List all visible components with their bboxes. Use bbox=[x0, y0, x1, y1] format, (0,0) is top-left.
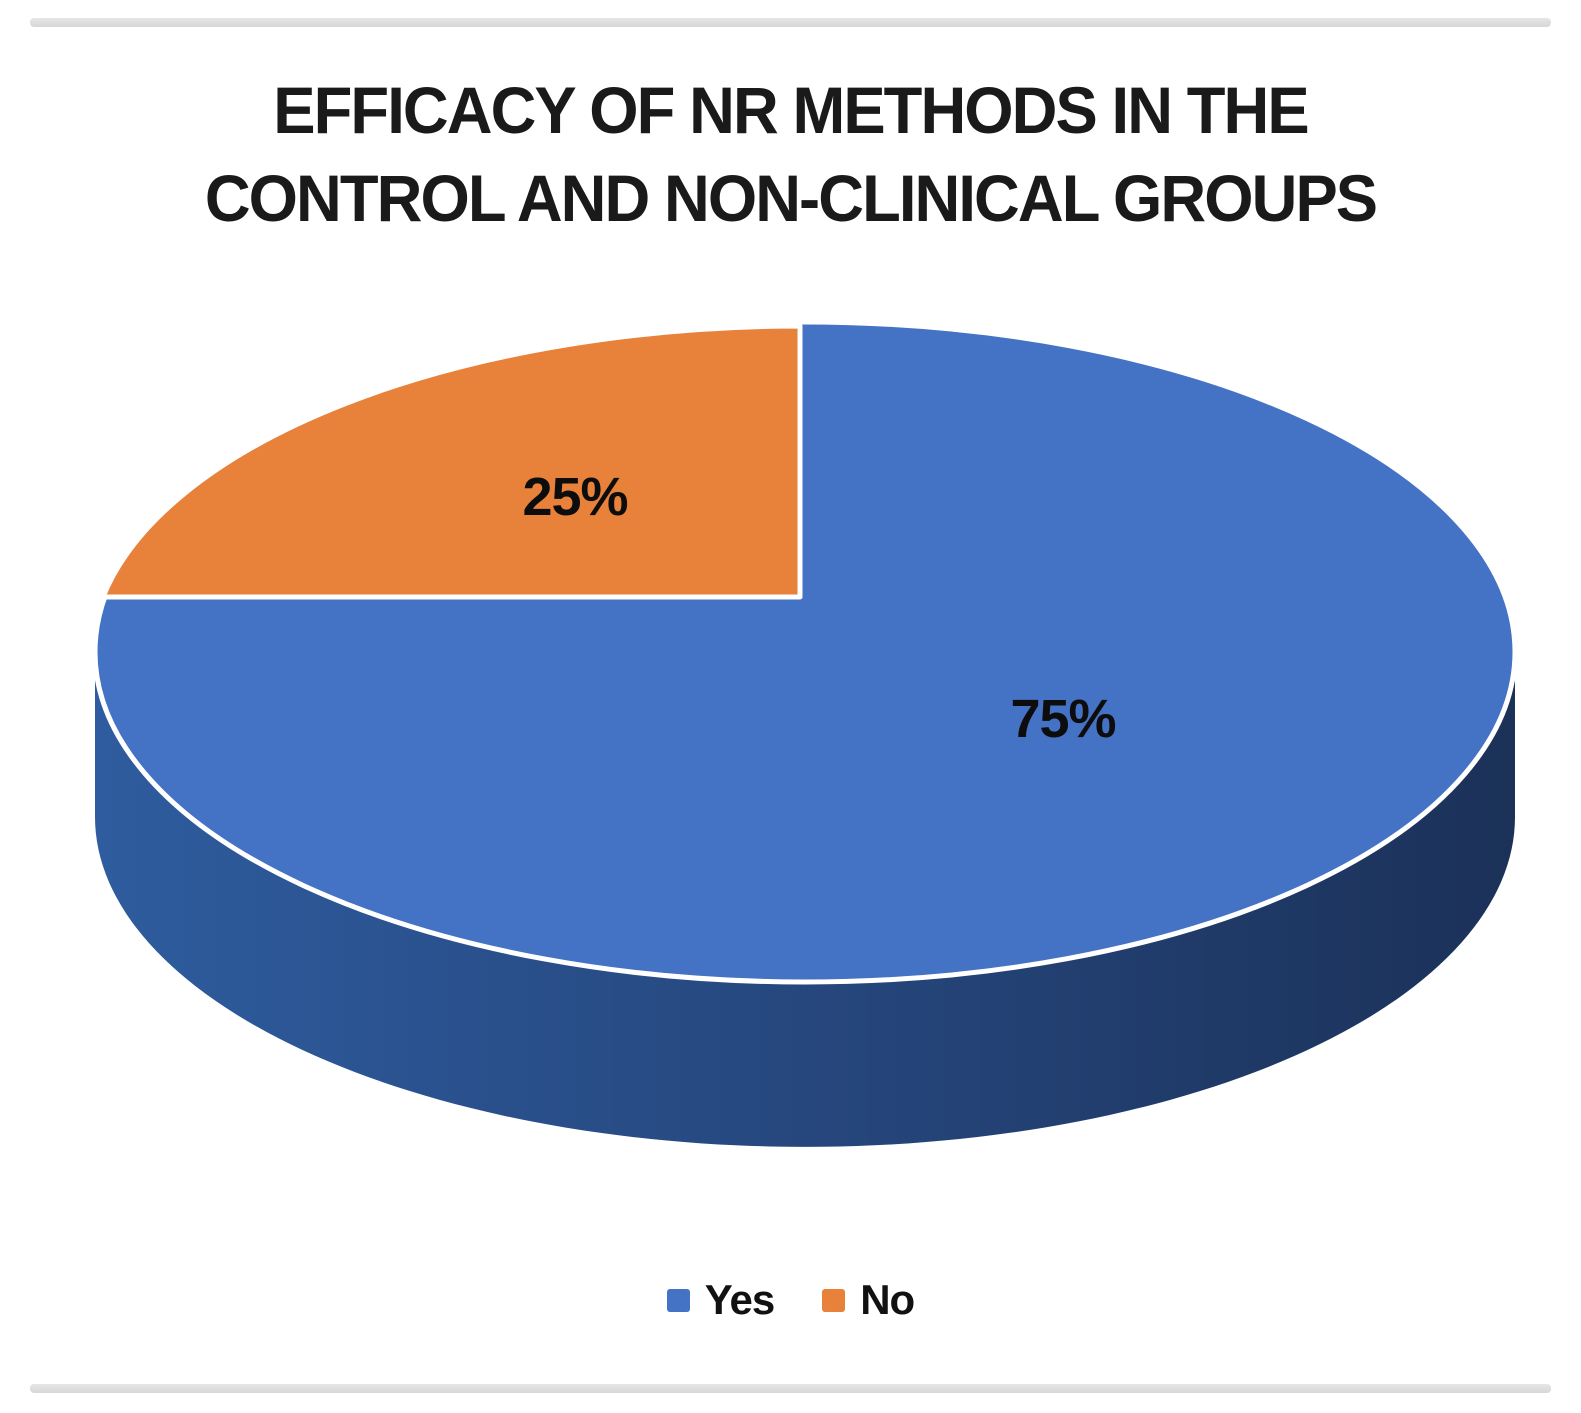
chart-title-line-1: EFFICACY OF NR METHODS IN THE bbox=[273, 73, 1309, 147]
legend-item-yes: Yes bbox=[666, 1276, 775, 1324]
chart-legend: Yes No bbox=[0, 1272, 1581, 1328]
legend-swatch-yes-icon bbox=[666, 1288, 690, 1312]
page-rule-top bbox=[30, 18, 1551, 27]
legend-label-no: No bbox=[860, 1276, 915, 1323]
pie-3d-side bbox=[95, 652, 1515, 1147]
chart-title: EFFICACY OF NR METHODS IN THE CONTROL AN… bbox=[0, 66, 1581, 243]
pie-slice-no bbox=[100, 323, 803, 600]
data-label-yes: 75% bbox=[1010, 689, 1116, 749]
legend-item-no: No bbox=[822, 1276, 915, 1324]
data-label-no: 25% bbox=[522, 467, 628, 527]
page-rule-bottom bbox=[30, 1384, 1551, 1393]
chart-title-line-2: CONTROL AND NON-CLINICAL GROUPS bbox=[204, 161, 1378, 236]
legend-swatch-no-icon bbox=[822, 1288, 846, 1312]
legend-label-yes: Yes bbox=[704, 1276, 775, 1323]
